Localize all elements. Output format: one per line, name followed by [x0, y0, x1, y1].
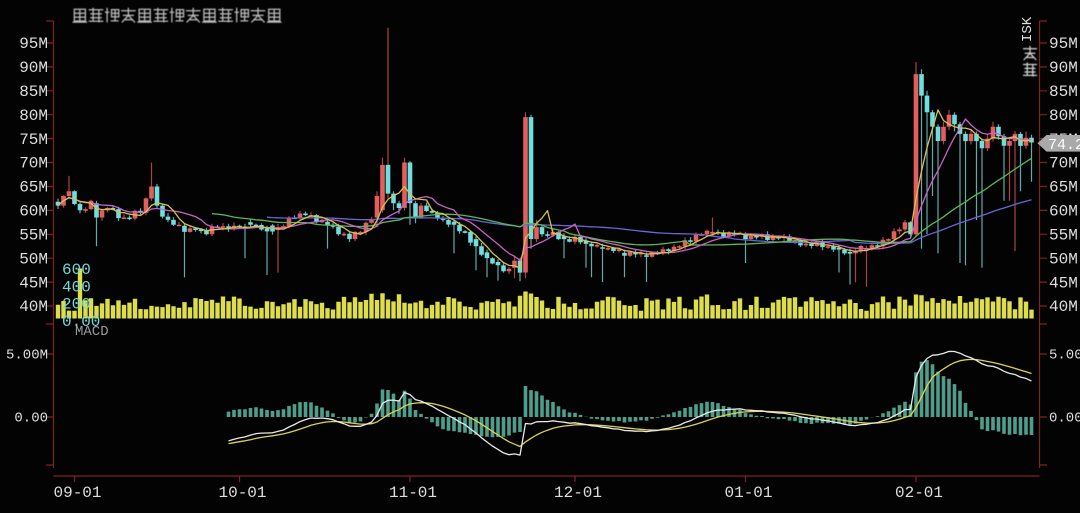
svg-text:50M: 50M	[19, 250, 48, 268]
svg-text:45M: 45M	[19, 274, 48, 292]
svg-text:55M: 55M	[19, 227, 48, 245]
svg-text:40M: 40M	[1049, 298, 1078, 316]
svg-text:55M: 55M	[1049, 227, 1078, 245]
svg-text:65M: 65M	[19, 179, 48, 197]
svg-text:11-01: 11-01	[389, 484, 437, 502]
svg-text:400: 400	[62, 278, 91, 296]
svg-text:75M: 75M	[19, 131, 48, 149]
svg-text:74.2M: 74.2M	[1048, 137, 1080, 154]
svg-text:40M: 40M	[19, 298, 48, 316]
svg-text:0.00: 0.00	[62, 313, 100, 331]
svg-text:600: 600	[62, 261, 91, 279]
svg-text:5.00M: 5.00M	[1049, 348, 1080, 364]
svg-text:85M: 85M	[1049, 83, 1078, 101]
svg-text:95M: 95M	[19, 35, 48, 53]
svg-text:MACD: MACD	[75, 324, 109, 340]
svg-text:90M: 90M	[19, 59, 48, 77]
svg-text:65M: 65M	[1049, 179, 1078, 197]
svg-text:70M: 70M	[19, 155, 48, 173]
svg-text:09-01: 09-01	[53, 484, 101, 502]
svg-text:95M: 95M	[1049, 35, 1078, 53]
svg-text:0.00: 0.00	[14, 411, 48, 427]
svg-text:80M: 80M	[1049, 107, 1078, 125]
svg-text:60M: 60M	[1049, 203, 1078, 221]
svg-text:12-01: 12-01	[554, 484, 602, 502]
svg-text:01-01: 01-01	[724, 484, 772, 502]
svg-text:90M: 90M	[1049, 59, 1078, 77]
svg-text:60M: 60M	[19, 203, 48, 221]
svg-text:5.00M: 5.00M	[6, 348, 48, 364]
svg-text:02-01: 02-01	[895, 484, 943, 502]
svg-text:10-01: 10-01	[218, 484, 266, 502]
svg-text:50M: 50M	[1049, 250, 1078, 268]
svg-text:45M: 45M	[1049, 274, 1078, 292]
svg-text:85M: 85M	[19, 83, 48, 101]
svg-text:70M: 70M	[1049, 155, 1078, 173]
svg-text:80M: 80M	[19, 107, 48, 125]
svg-text:200: 200	[62, 296, 91, 314]
svg-text:0.00: 0.00	[1049, 411, 1080, 427]
svg-text:ISK: ISK	[1020, 16, 1036, 42]
